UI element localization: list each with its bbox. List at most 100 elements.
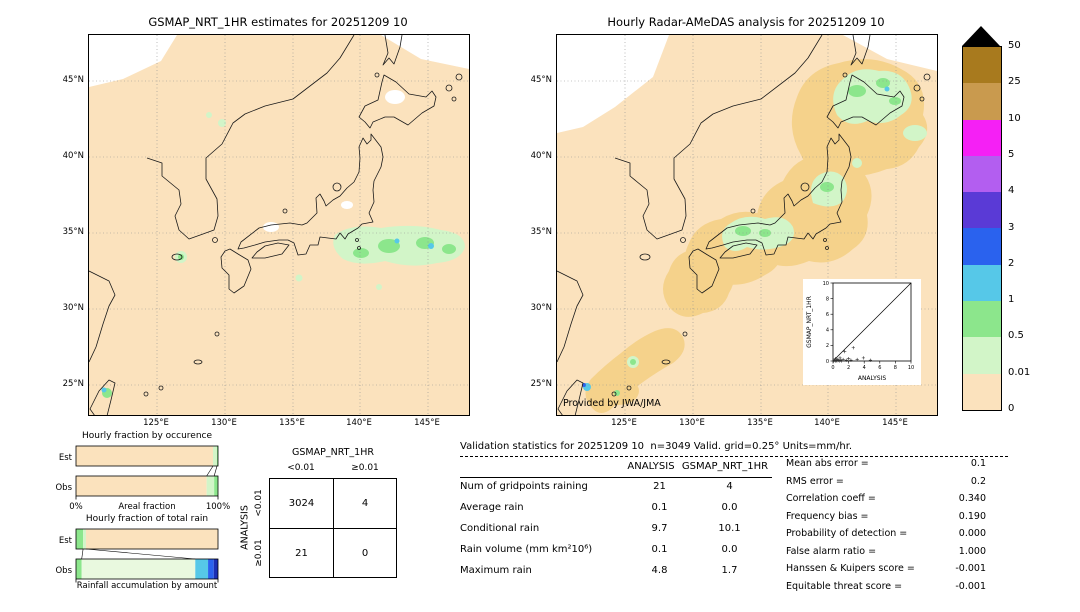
contingency-col-axis: GSMAP_NRT_1HR [292, 447, 374, 458]
lat-label: 40°N [530, 151, 552, 161]
lon-label: 125°E [611, 418, 637, 428]
bar-segment [213, 446, 218, 466]
metric-value: -0.001 [955, 580, 986, 592]
occurrence-chart: Est Obs [55, 445, 219, 500]
x-tick-label: 2 [847, 365, 850, 371]
y-tick-label: 0 [826, 359, 829, 365]
scatter-point [861, 356, 866, 360]
colorbar-band [963, 83, 1001, 120]
scatter-point [855, 357, 859, 362]
colorbar-legend: 50 25 10 5 4 3 2 1 0.5 0.01 0 [962, 26, 1052, 414]
colorbar-tick-label: 1 [1008, 294, 1015, 306]
scatter-point [838, 356, 842, 360]
metric-label: Mean abs error = [786, 458, 869, 469]
scatter-point [839, 359, 844, 363]
stat-cell: Conditional rain [460, 523, 540, 534]
bar-segment [81, 559, 196, 579]
colorbar-band [963, 301, 1001, 338]
right-map-panel: 0 0 2 2 4 4 6 6 8 8 10 10 ANALYSIS GSMAP_NRT_1HR Prov… [556, 34, 938, 416]
right-map-title: Hourly Radar-AMeDAS analysis for 2025120… [607, 15, 885, 29]
colorbar-tick-label: 4 [1008, 185, 1015, 197]
bar-outline [75, 475, 219, 497]
bar-category-label: Obs [55, 483, 72, 493]
colorbar-band [963, 47, 1001, 84]
occurrence-chart-title: Hourly fraction by occurence [81, 431, 213, 441]
stat-cell: Num of gridpoints raining [460, 481, 588, 492]
colorbar-band [963, 337, 1001, 374]
contingency-cell: 4 [333, 479, 396, 528]
contingency-grid: 3024 4 21 0 [269, 478, 397, 578]
y-tick-label: 10 [823, 281, 829, 287]
stat-cell: 0.0 [721, 502, 738, 513]
metric-row: Frequency bias = 0.190 [786, 511, 1012, 529]
connector-line [206, 465, 214, 477]
stat-cell: 1.7 [721, 565, 738, 576]
bar-segment [85, 529, 218, 549]
x-tick-label: 4 [863, 365, 866, 371]
bar-segment [213, 559, 218, 579]
bar-segment [208, 559, 214, 579]
colorbar-tick-label: 10 [1008, 112, 1021, 124]
stat-cell: 21 [653, 481, 666, 492]
scatter-point [847, 357, 851, 361]
lat-label: 30°N [62, 303, 84, 313]
bar-segment [76, 559, 82, 579]
metric-row: Correlation coeff = 0.340 [786, 493, 1012, 511]
bar-segment [76, 446, 214, 466]
bar-segment [217, 446, 218, 466]
scatter-point [841, 357, 845, 362]
totalrain-chart-title: Hourly fraction of total rain [85, 514, 209, 524]
metric-label: Frequency bias = [786, 510, 869, 522]
bar-category-label: Est [59, 536, 73, 546]
bar-segment [195, 559, 209, 579]
connector-line [81, 548, 84, 560]
metric-label: Correlation coeff = [786, 493, 876, 504]
totalrain-chart: Est Obs [55, 528, 219, 583]
metric-label: Probability of detection = [786, 528, 908, 539]
validation-col-gsmap: GSMAP_NRT_1HR [681, 461, 769, 472]
metric-label: Equitable threat score = [786, 580, 903, 592]
colorbar-tick-label: 5 [1008, 148, 1015, 160]
metric-row: Equitable threat score = -0.001 [786, 581, 1012, 599]
contingency-col-label: <0.01 [287, 463, 315, 473]
bar-outline [75, 445, 219, 467]
no-data-patches [89, 35, 469, 232]
x-tick-label: 6 [878, 365, 881, 371]
colorbar-tick-label: 50 [1008, 40, 1021, 51]
scatter-point [843, 350, 847, 354]
header-underline [460, 477, 772, 478]
stat-cell: 9.7 [651, 523, 668, 534]
x-tick-label: 10 [908, 365, 914, 371]
colorbar-tick-label: 3 [1008, 221, 1015, 233]
scatter-inset-svg: 00 2 2 4 4 6 6 8 8 10 10 ANALYSIS GSMAP_NRT_1HR [803, 279, 921, 385]
inset-y-label: GSMAP_NRT_1HR [806, 296, 813, 348]
lat-label: 25°N [62, 379, 84, 389]
stat-cell: 4 [726, 481, 733, 492]
colorbar-band [963, 228, 1001, 265]
stat-row: Rain volume (mm km²10⁶) 0.1 0.0 [460, 544, 774, 565]
lon-label: 140°E [346, 418, 372, 428]
metric-value: 0.2 [970, 475, 986, 487]
stat-cell: 0.1 [651, 502, 668, 513]
y-tick-label: 4 [826, 328, 829, 334]
stat-row: Num of gridpoints raining 21 4 [460, 481, 774, 502]
y-tick-label: 8 [826, 296, 829, 302]
graticule [89, 35, 469, 415]
metric-value: 0.000 [958, 528, 986, 539]
connector-line [213, 465, 218, 477]
colorbar-band [963, 119, 1001, 156]
stat-cell: 4.8 [651, 565, 668, 576]
stat-cell: Maximum rain [460, 565, 532, 576]
contingency-row-label: ≥0.01 [254, 539, 264, 567]
inset-x-label: ANALYSIS [858, 375, 886, 382]
metric-label: False alarm ratio = [786, 545, 877, 557]
lat-label: 45°N [62, 75, 84, 85]
colorbar-band [963, 155, 1001, 193]
bar-category-label: Est [59, 453, 73, 463]
no-data-region [557, 35, 937, 133]
lon-label: 135°E [747, 418, 773, 428]
lon-label: 130°E [679, 418, 705, 428]
connector-line [85, 548, 196, 560]
stat-row: Average rain 0.1 0.0 [460, 502, 774, 523]
lon-label: 145°E [414, 418, 440, 428]
